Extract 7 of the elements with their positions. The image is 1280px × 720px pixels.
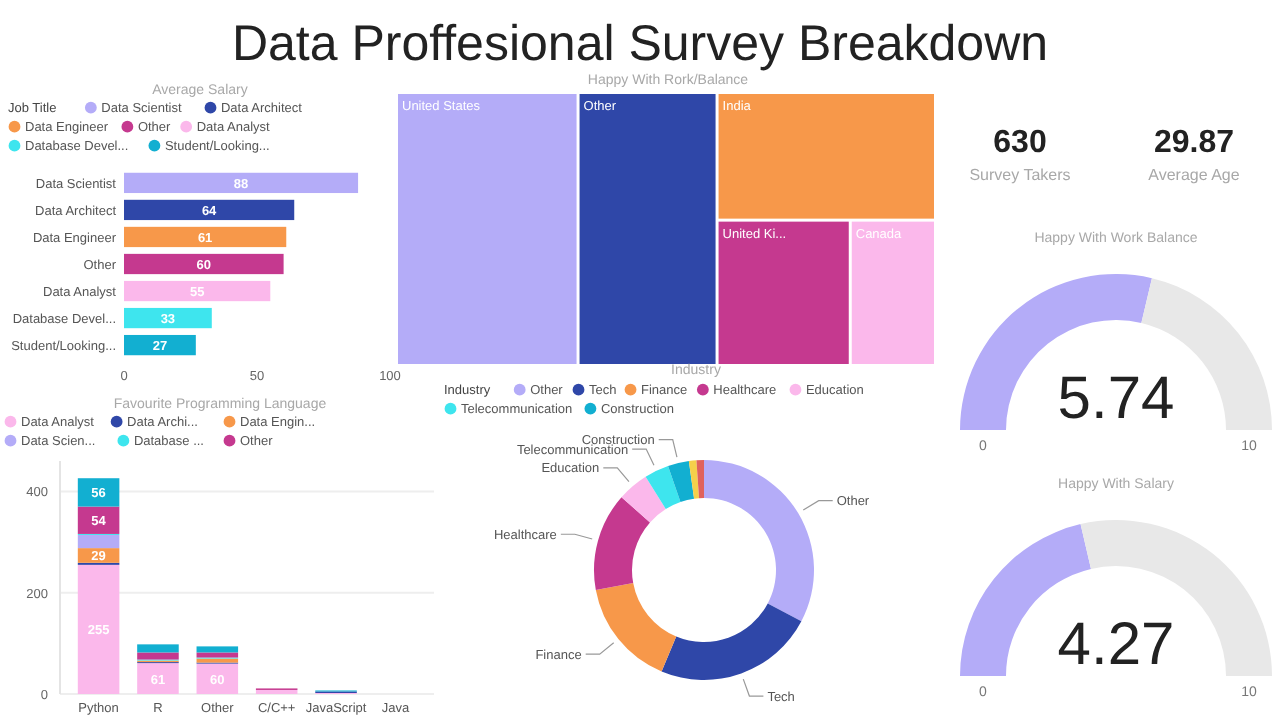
data-label: 5.74 xyxy=(1057,366,1175,432)
data-label: 29.87 xyxy=(1153,126,1235,160)
data-label: 630 xyxy=(993,126,1047,160)
text: Data Proffesional Survey Breakdown xyxy=(231,16,1049,72)
data-label: 4.27 xyxy=(1057,612,1175,678)
category-label: Average Age xyxy=(1148,166,1241,184)
category-label: Survey Takers xyxy=(969,166,1071,184)
